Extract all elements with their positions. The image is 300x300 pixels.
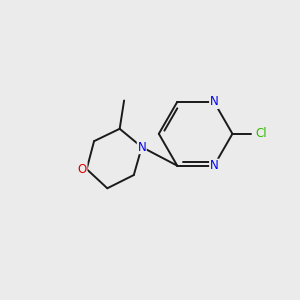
- Text: O: O: [78, 163, 87, 176]
- Text: N: N: [137, 141, 146, 154]
- Text: N: N: [210, 159, 218, 172]
- Text: N: N: [210, 95, 218, 108]
- Text: Cl: Cl: [255, 127, 267, 140]
